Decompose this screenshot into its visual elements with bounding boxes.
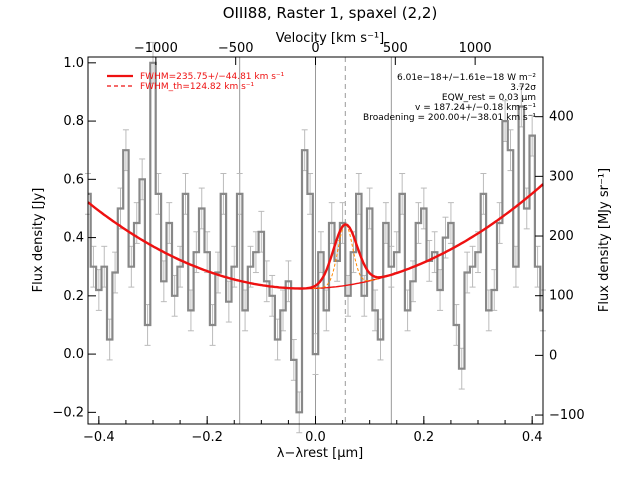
annotation-text: 6.01e−18+/−1.61e−18 W m⁻² [397, 73, 536, 83]
top-tick-label: −1000 [134, 41, 178, 56]
y-right-tick-label: 100 [549, 289, 574, 304]
y-axis-label: Flux density [Jy] [31, 188, 46, 293]
y-right-tick-label: 200 [549, 229, 574, 244]
y-right-tick-label: 300 [549, 169, 574, 184]
annotation-text: EQW_rest = 0.03 μm [442, 93, 536, 103]
thermal-profile-line [312, 223, 378, 289]
top-tick-label: 1000 [459, 41, 492, 56]
y-right-tick-label: 400 [549, 110, 574, 125]
x-tick-label: 0.2 [413, 430, 434, 445]
y-tick-label: 0.4 [63, 231, 84, 246]
annotation-text: Broadening = 200.00+/−38.01 km s⁻¹ [363, 113, 536, 123]
gaussian-fit-line [87, 183, 544, 290]
x-axis-label: λ−λrest [μm] [277, 446, 363, 461]
y-right-tick-label: −100 [549, 408, 585, 423]
chart-title: OIII88, Raster 1, spaxel (2,2) [223, 4, 438, 22]
legend-label: FWHM=235.75+/−44.81 km s⁻¹ [140, 72, 285, 82]
top-tick-label: 0 [311, 41, 319, 56]
y-right-tick-label: 0 [549, 348, 557, 363]
x-tick-label: −0.2 [191, 430, 223, 445]
annotation-text: v = 187.24+/−0.18 km s⁻¹ [415, 103, 536, 113]
x-tick-label: −0.4 [83, 430, 115, 445]
legend: FWHM=235.75+/−44.81 km s⁻¹FWHM_th=124.82… [107, 72, 285, 92]
top-tick-label: −500 [218, 41, 254, 56]
y-tick-label: −0.2 [52, 405, 84, 420]
spectrum-step-line [88, 61, 543, 414]
y-tick-label: 0.8 [63, 114, 84, 129]
legend-label: FWHM_th=124.82 km s⁻¹ [140, 82, 255, 92]
x-tick-label: 0.0 [305, 430, 326, 445]
top-tick-label: 500 [383, 41, 408, 56]
y-tick-label: 0.2 [63, 289, 84, 304]
plot-area: −0.4 −0.2 0.0 0.2 0.4−1000 −500 0 500 1000−0.20.… [52, 41, 584, 445]
y-tick-label: 0.6 [63, 172, 84, 187]
y-tick-label: 1.0 [63, 56, 84, 71]
x-tick-label: 0.4 [522, 430, 543, 445]
y-tick-label: 0.0 [63, 347, 84, 362]
top-axis-label: Velocity [km s⁻¹] [276, 31, 384, 46]
annotation-text: 3.72σ [510, 83, 536, 93]
y-right-axis-label: Flux density [MJy sr⁻¹] [597, 168, 612, 312]
